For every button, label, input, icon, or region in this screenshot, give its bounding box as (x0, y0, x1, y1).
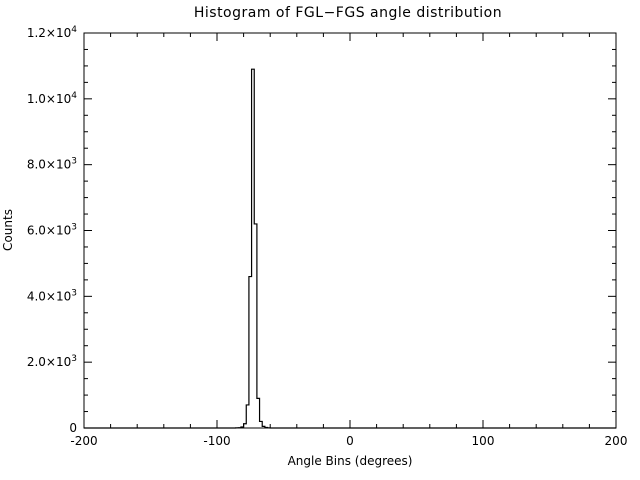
y-axis-label: Counts (1, 209, 15, 251)
x-tick-label: 0 (346, 434, 354, 448)
x-tick-label: -100 (203, 434, 230, 448)
y-tick-label: 1.0×104 (27, 91, 77, 106)
y-tick-label: 8.0×103 (27, 157, 77, 172)
x-tick-label: 200 (605, 434, 628, 448)
x-tick-label: 100 (472, 434, 495, 448)
y-tick-label: 6.0×103 (27, 223, 77, 238)
y-tick-label: 4.0×103 (27, 288, 77, 303)
histogram-series (84, 68, 616, 429)
y-tick-label: 1.2×104 (27, 25, 77, 40)
plot-area: -200 -100 0 100 200 0 2.0×103 4.0×103 6.0×103 8.0… (27, 25, 628, 448)
x-axis-label: Angle Bins (degrees) (288, 454, 413, 468)
y-tick-label: 2.0×103 (27, 354, 77, 369)
axis-box (83, 32, 617, 429)
y-tick-label: 0 (69, 421, 77, 435)
chart-title: Histogram of FGL−FGS angle distribution (194, 5, 502, 21)
x-tick-label: -200 (70, 434, 97, 448)
